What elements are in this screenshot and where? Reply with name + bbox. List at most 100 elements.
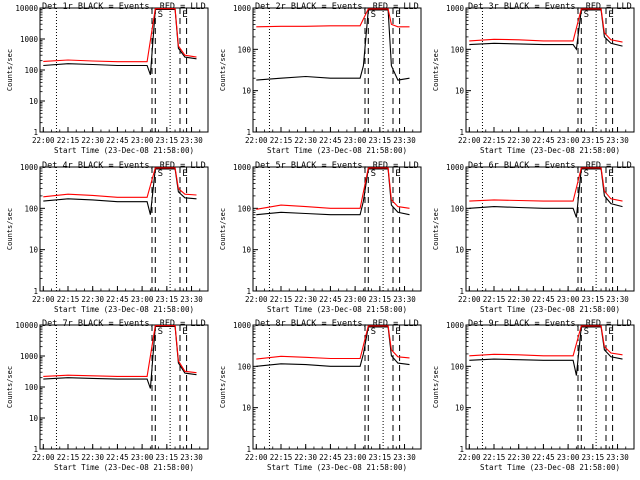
x-tick-label: 22:15 — [57, 136, 80, 145]
series-line-black — [43, 8, 197, 75]
x-tick-label: 23:00 — [344, 453, 367, 462]
marker-label-e: E — [395, 327, 400, 337]
series-line-black — [469, 326, 623, 376]
x-tick-label: 22:45 — [319, 453, 342, 462]
x-tick-label: 22:30 — [507, 453, 530, 462]
y-tick-label: 1000 — [446, 321, 465, 330]
x-tick-label: 22:15 — [483, 136, 506, 145]
x-axis-label: Start Time (23-Dec-08 21:58:00) — [480, 305, 620, 314]
x-tick-label: 23:00 — [131, 453, 154, 462]
y-axis-label: Counts/sec — [432, 208, 440, 250]
plot-frame — [252, 166, 422, 292]
plot-frame — [39, 7, 209, 133]
y-tick-label: 1 — [459, 445, 464, 454]
y-axis-label: Counts/sec — [219, 49, 227, 91]
x-tick-label: 23:15 — [582, 136, 605, 145]
chart-panel-7: Det 7r BLACK = Events, RED = LLD 1 10 100 10… — [6, 319, 209, 472]
y-tick-label: 1 — [246, 287, 251, 296]
x-tick-label: 23:30 — [180, 295, 203, 304]
x-tick-label: 23:15 — [369, 136, 392, 145]
x-tick-label: 22:00 — [245, 295, 268, 304]
series-line-black — [43, 168, 197, 215]
x-tick-label: 23:30 — [180, 136, 203, 145]
x-tick-label: 23:00 — [344, 295, 367, 304]
y-tick-label: 1 — [33, 445, 38, 454]
x-axis-label: Start Time (23-Dec-08 21:58:00) — [480, 146, 620, 155]
y-tick-label: 100 — [450, 362, 464, 371]
y-axis-label: Counts/sec — [432, 366, 440, 408]
x-tick-label: 23:15 — [582, 453, 605, 462]
marker-label-s: S — [158, 10, 163, 20]
y-tick-label: 10 — [455, 246, 465, 255]
chart-title: Det 2r BLACK = Events, RED = LLD — [255, 2, 419, 12]
x-tick-label: 22:45 — [319, 136, 342, 145]
marker-label-e: E — [182, 169, 187, 179]
x-tick-label: 23:30 — [393, 295, 416, 304]
y-tick-label: 10 — [455, 87, 465, 96]
series-line-red — [256, 325, 410, 360]
y-tick-label: 1000 — [233, 321, 252, 330]
x-tick-label: 22:45 — [532, 136, 555, 145]
plot-frame — [465, 324, 635, 450]
x-tick-label: 23:00 — [557, 453, 580, 462]
x-tick-label: 22:45 — [532, 295, 555, 304]
y-tick-label: 1000 — [446, 163, 465, 172]
y-tick-label: 1 — [33, 287, 38, 296]
series-line-red — [469, 325, 623, 357]
y-tick-label: 10000 — [15, 321, 38, 330]
x-tick-label: 22:15 — [483, 453, 506, 462]
x-tick-label: 22:30 — [507, 136, 530, 145]
chart-panel-6: Det 6r BLACK = Events, RED = LLD 1 10 100 10… — [432, 161, 635, 314]
x-axis-label: Start Time (23-Dec-08 21:58:00) — [54, 305, 194, 314]
x-tick-label: 22:00 — [458, 136, 481, 145]
chart-title: Det 4r BLACK = Events, RED = LLD — [42, 161, 206, 171]
x-tick-label: 23:30 — [393, 136, 416, 145]
x-tick-label: 22:30 — [507, 295, 530, 304]
x-tick-label: 23:00 — [557, 136, 580, 145]
x-tick-label: 22:15 — [270, 453, 293, 462]
x-tick-label: 22:30 — [81, 295, 104, 304]
marker-label-s: S — [371, 169, 376, 179]
x-tick-label: 22:00 — [32, 136, 55, 145]
x-tick-label: 22:00 — [245, 136, 268, 145]
plot-frame — [39, 166, 209, 292]
series-line-red — [43, 8, 197, 63]
y-tick-label: 10 — [29, 246, 39, 255]
chart-panel-2: Det 2r BLACK = Events, RED = LLD 1 10 100 10… — [219, 2, 422, 155]
y-tick-label: 10000 — [15, 4, 38, 13]
x-tick-label: 22:45 — [319, 295, 342, 304]
y-tick-label: 1000 — [20, 35, 39, 44]
x-tick-label: 23:15 — [156, 453, 179, 462]
plot-frame — [252, 7, 422, 133]
y-tick-label: 1 — [33, 128, 38, 137]
x-tick-label: 23:15 — [582, 295, 605, 304]
x-tick-label: 22:15 — [270, 136, 293, 145]
x-axis-label: Start Time (23-Dec-08 21:58:00) — [267, 305, 407, 314]
x-tick-label: 23:15 — [369, 453, 392, 462]
marker-label-e: E — [608, 327, 613, 337]
series-line-red — [43, 167, 197, 198]
x-axis-label: Start Time (23-Dec-08 21:58:00) — [54, 146, 194, 155]
x-axis-label: Start Time (23-Dec-08 21:58:00) — [54, 463, 194, 472]
series-line-black — [256, 168, 410, 216]
x-tick-label: 23:30 — [393, 453, 416, 462]
x-tick-label: 22:00 — [32, 453, 55, 462]
x-tick-label: 22:30 — [294, 136, 317, 145]
y-tick-label: 10 — [29, 414, 39, 423]
x-tick-label: 23:15 — [156, 136, 179, 145]
plot-frame — [39, 324, 209, 450]
y-axis-label: Counts/sec — [6, 49, 14, 91]
marker-label-s: S — [371, 327, 376, 337]
marker-label-e: E — [182, 327, 187, 337]
marker-label-s: S — [584, 10, 589, 20]
y-tick-label: 1000 — [233, 163, 252, 172]
plot-frame — [465, 166, 635, 292]
y-tick-label: 1000 — [446, 4, 465, 13]
marker-label-s: S — [584, 327, 589, 337]
y-tick-label: 100 — [237, 45, 251, 54]
y-tick-label: 1000 — [20, 163, 39, 172]
chart-title: Det 6r BLACK = Events, RED = LLD — [468, 161, 632, 171]
series-line-red — [256, 167, 410, 210]
series-line-black — [43, 325, 197, 389]
